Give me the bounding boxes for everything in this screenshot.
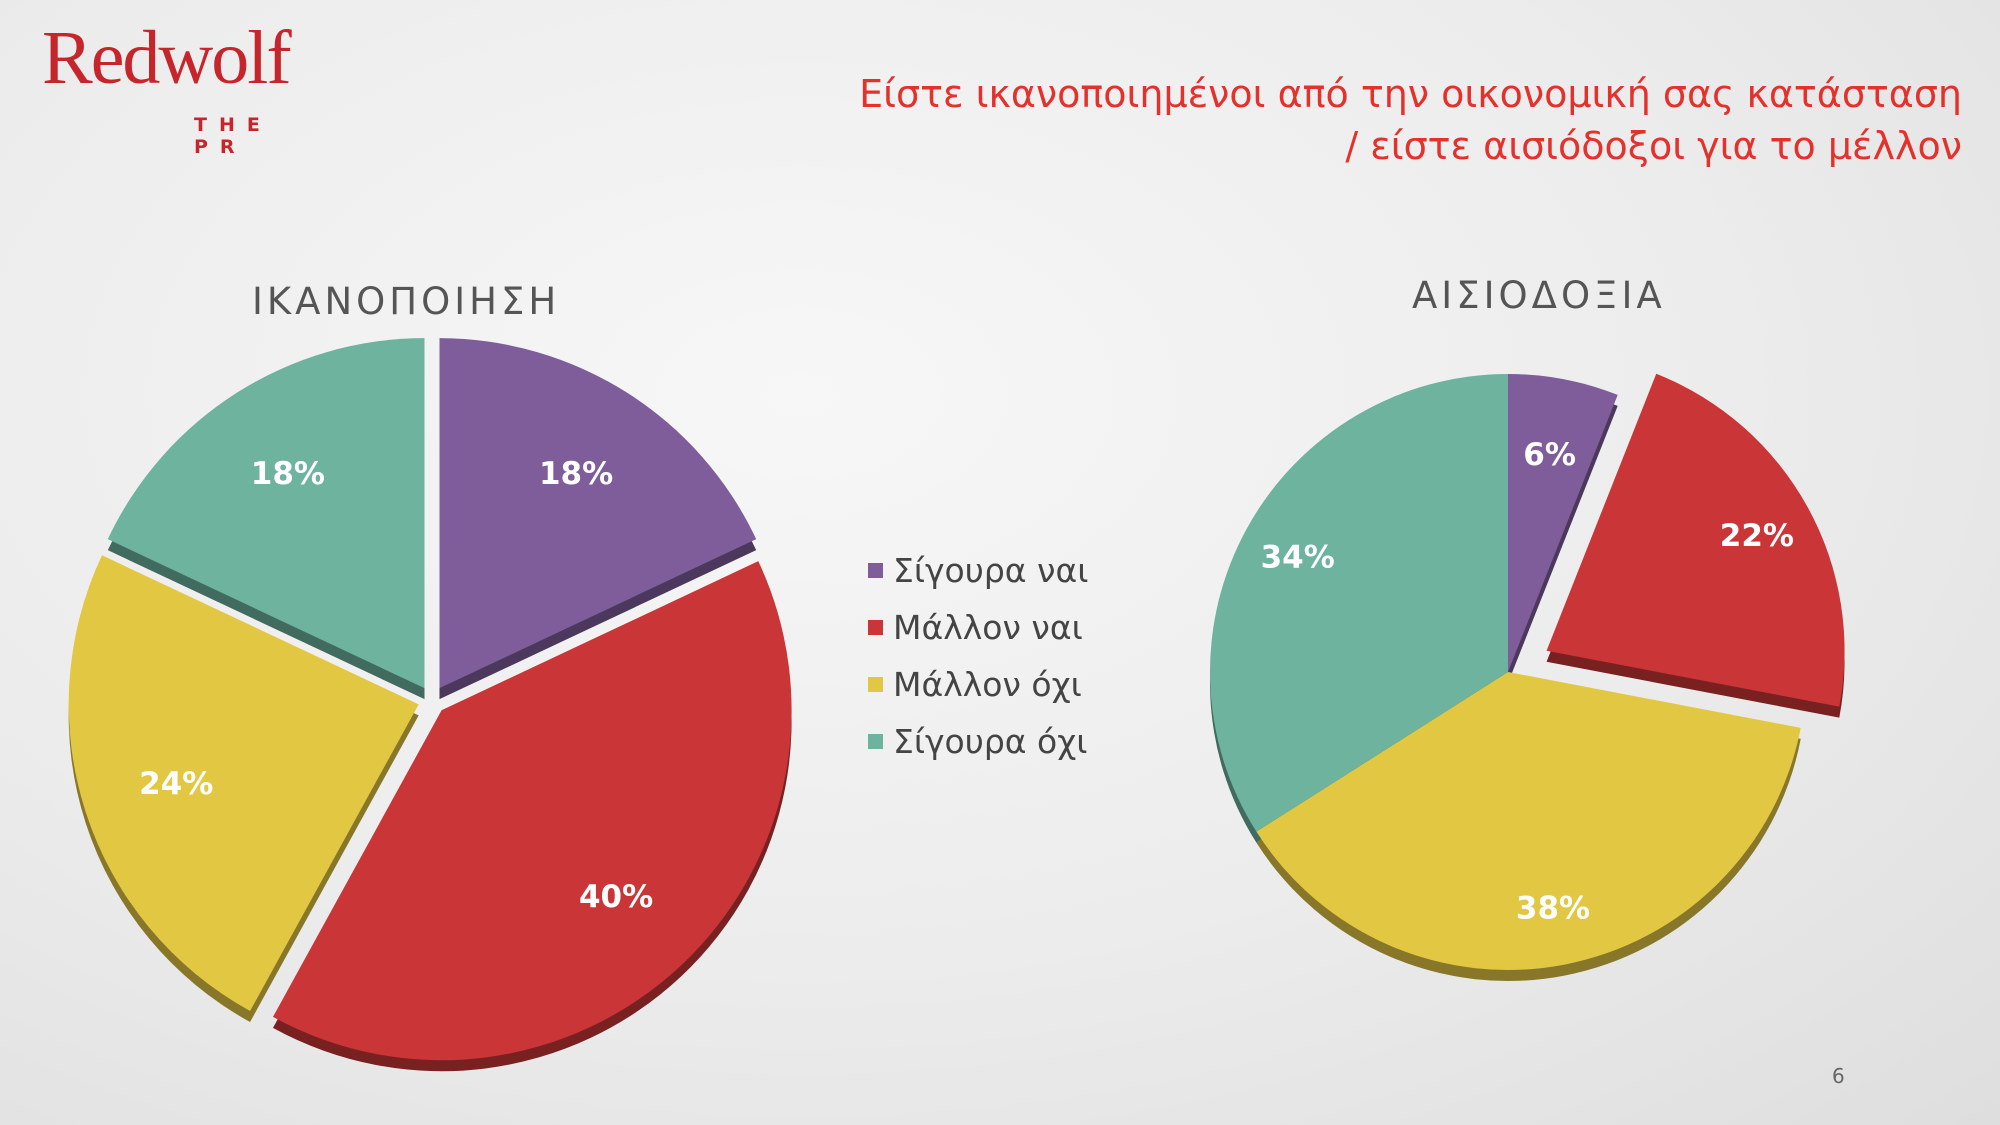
pie-slice <box>1508 374 1618 672</box>
legend-label: Σίγουρα ναι <box>893 551 1089 590</box>
redwolf-logo: Redwolf THE PR <box>42 14 342 158</box>
legend-label: Μάλλον ναι <box>893 608 1083 647</box>
legend-swatch <box>868 677 883 692</box>
pie-slice-label: 18% <box>251 456 325 492</box>
pie-slice <box>1209 374 1508 832</box>
legend-item: Σίγουρα ναι <box>868 542 1088 599</box>
page-number: 6 <box>1832 1064 1845 1088</box>
pie-title-ikanopoiisi: ΙΚΑΝΟΠΟΙΗΣΗ <box>252 280 561 323</box>
legend-item: Μάλλον ναι <box>868 599 1088 656</box>
pie-slice-label: 24% <box>139 766 213 802</box>
pie-slice-label: 38% <box>1516 891 1590 927</box>
pie-slice <box>1256 672 1801 971</box>
slide-title: Είστε ικανοποιημένοι από την οικονομική … <box>662 68 1962 172</box>
legend-swatch <box>868 620 883 635</box>
legend-swatch <box>868 563 883 578</box>
legend-swatch <box>868 734 883 749</box>
legend-label: Σίγουρα όχι <box>893 722 1088 761</box>
pie-slice <box>1546 373 1845 707</box>
legend-item: Μάλλον όχι <box>868 656 1088 713</box>
logo-wordmark: Redwolf <box>42 16 292 100</box>
pie-title-aisiodoxia: ΑΙΣΙΟΔΟΞΙΑ <box>1412 274 1666 317</box>
pie-slice-label: 6% <box>1523 437 1576 473</box>
legend-item: Σίγουρα όχι <box>868 713 1088 770</box>
pie-slice <box>272 561 792 1061</box>
pie-slice <box>107 338 425 689</box>
pie-slice-label: 34% <box>1261 539 1335 575</box>
pie-slice <box>439 338 757 689</box>
pie-chart-ikanopoiisi: 18% 40% 24% 18% <box>68 338 792 1072</box>
slide-title-line-2: / είστε αισιόδοξοι για το μέλλον <box>1345 124 1962 168</box>
legend: Σίγουρα ναι Μάλλον ναι Μάλλον όχι Σίγουρα ό… <box>868 542 1088 770</box>
pie-slice-label: 40% <box>579 879 653 915</box>
pie-slice-label: 22% <box>1720 518 1794 554</box>
slide-title-line-1: Είστε ικανοποιημένοι από την οικονομική … <box>859 72 1962 116</box>
pie-chart-aisiodoxia: 6% 22% 38% 34% <box>1209 373 1845 982</box>
logo-subline: THE PR <box>194 114 272 158</box>
legend-label: Μάλλον όχι <box>893 665 1082 704</box>
pie-slice-label: 18% <box>539 456 613 492</box>
pie-slice <box>68 555 419 1012</box>
